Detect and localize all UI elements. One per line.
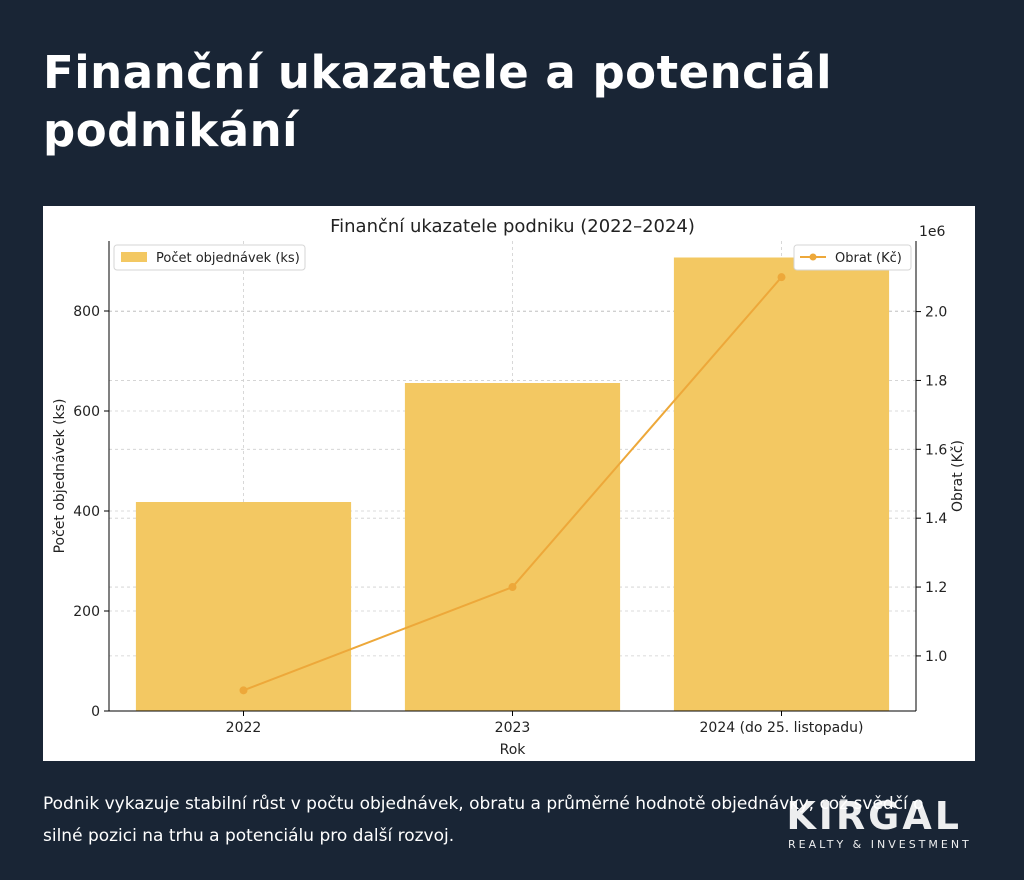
y-tick-label-right-0: 1.0: [925, 649, 947, 665]
y-tick-label-left-3: 600: [73, 404, 100, 420]
page-title: Finanční ukazatele a potenciál podnikání: [43, 46, 833, 157]
y-tick-label-left-0: 0: [91, 704, 100, 720]
bar-2022: [135, 502, 352, 711]
legend-left-box: [113, 244, 306, 271]
legend-left-label: Počet objednávek (ks): [156, 251, 300, 266]
description-text: Podnik vykazuje stabilní růst v počtu ob…: [43, 794, 924, 846]
line-point-2022: [239, 686, 248, 695]
x-tick-label-0: 2022: [226, 720, 262, 736]
y-tick-label-left-1: 200: [73, 604, 100, 620]
x-tick-label-1: 2023: [495, 720, 531, 736]
line-point-2023: [508, 583, 517, 592]
y-tick-label-right-5: 2.0: [925, 305, 947, 321]
y-tick-label-right-1: 1.2: [925, 580, 947, 596]
chart-card: Finanční ukazatele podniku (2022–2024) 0 2…: [43, 206, 975, 761]
bar-2024: [673, 257, 890, 711]
company-logo: KIRGAL REALTY & INVESTMENT: [786, 796, 996, 856]
y2-offset-label: 1e6: [919, 224, 946, 240]
logo-subtitle: REALTY & INVESTMENT: [788, 838, 972, 851]
y-tick-label-right-2: 1.4: [925, 511, 947, 527]
legend-right-marker: [809, 253, 817, 261]
x-tick-label-2: 2024 (do 25. listopadu): [700, 720, 864, 736]
y-axis-label-right: Obrat (Kč): [950, 440, 966, 512]
legend-right-label: Obrat (Kč): [835, 251, 902, 266]
legend-left-swatch: [121, 252, 147, 262]
bar-2023: [404, 383, 621, 711]
y-tick-label-right-4: 1.8: [925, 373, 947, 389]
y-tick-label-right-3: 1.6: [925, 442, 947, 458]
y-axis-label-left: Počet objednávek (ks): [52, 399, 68, 554]
y-tick-label-left-2: 400: [73, 504, 100, 520]
x-axis-label: Rok: [500, 742, 527, 758]
y-tick-label-left-4: 800: [73, 304, 100, 320]
line-point-2024: [777, 273, 786, 282]
chart-title: Finanční ukazatele podniku (2022–2024): [330, 216, 695, 237]
logo-wordmark: KIRGAL: [786, 794, 962, 838]
legend-right-box: [793, 244, 912, 271]
chart-svg: Finanční ukazatele podniku (2022–2024) 0 2…: [52, 216, 966, 758]
